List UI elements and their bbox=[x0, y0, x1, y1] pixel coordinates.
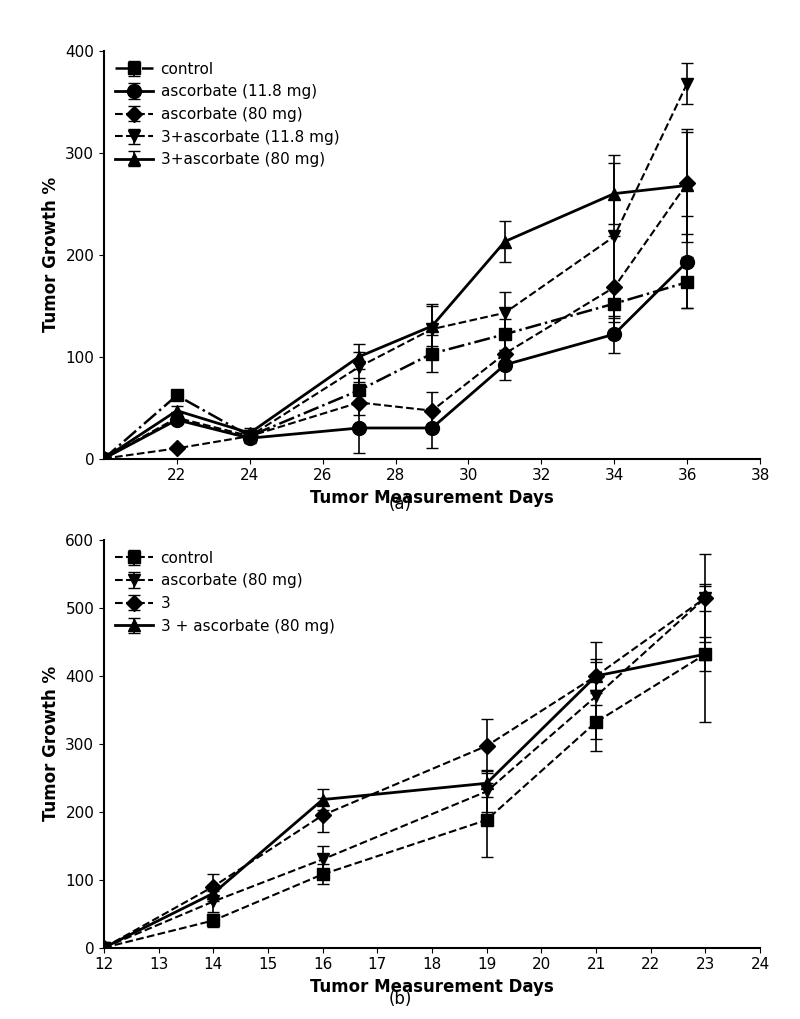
Y-axis label: Tumor Growth %: Tumor Growth % bbox=[42, 177, 60, 332]
Y-axis label: Tumor Growth %: Tumor Growth % bbox=[42, 666, 60, 821]
Text: (a): (a) bbox=[389, 495, 411, 514]
Legend: control, ascorbate (11.8 mg), ascorbate (80 mg), 3+ascorbate (11.8 mg), 3+ascorb: control, ascorbate (11.8 mg), ascorbate … bbox=[109, 55, 346, 173]
Text: (b): (b) bbox=[388, 989, 412, 1008]
X-axis label: Tumor Measurement Days: Tumor Measurement Days bbox=[310, 489, 554, 506]
Legend: control, ascorbate (80 mg), 3, 3 + ascorbate (80 mg): control, ascorbate (80 mg), 3, 3 + ascor… bbox=[109, 544, 341, 640]
X-axis label: Tumor Measurement Days: Tumor Measurement Days bbox=[310, 978, 554, 996]
